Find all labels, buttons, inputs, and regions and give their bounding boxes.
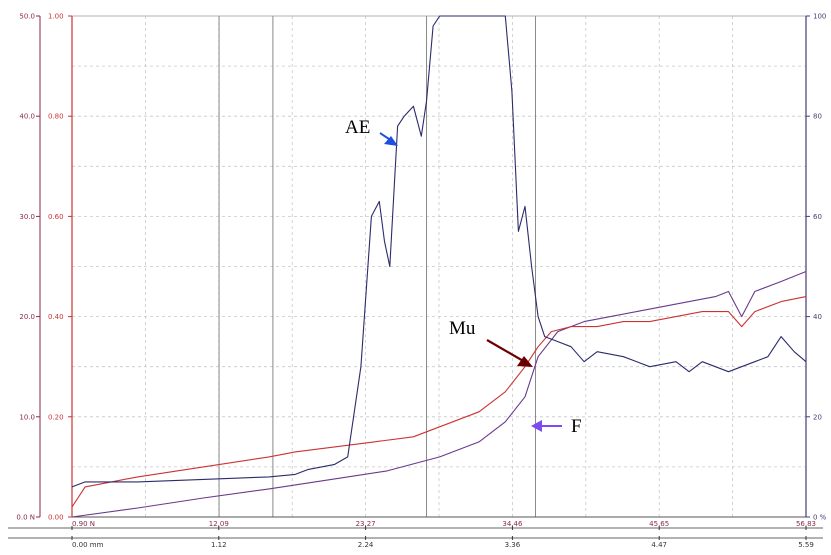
mu-series-line (71, 296, 807, 508)
f-series-line (71, 270, 807, 518)
mu-arrow (486, 339, 533, 367)
f-annotation-label: F (571, 416, 582, 437)
x-distance-tick-label: 1.12 (211, 541, 227, 549)
plot-frame (8, 15, 823, 539)
x-distance-tick-label: 3.36 (505, 541, 521, 549)
x-force-tick-label: 0.90 N (72, 520, 95, 528)
mu-annotation-label: Mu (449, 318, 476, 339)
force-tick-label: 0.0 N (16, 514, 35, 522)
x-force-tick-label: 34.46 (502, 520, 523, 528)
ae-tick-label: 80 (813, 113, 822, 121)
mu-tick-label: 0.60 (48, 213, 64, 221)
mu-tick-label: 0.00 (48, 514, 64, 522)
gridlines (72, 16, 806, 517)
force-tick-label: 20.0 (19, 313, 35, 321)
x-force-tick-label: 56.83 (796, 520, 816, 528)
force-tick-label: 10.0 (19, 413, 35, 421)
mu-tick-label: 1.00 (48, 13, 64, 21)
ae-tick-label: 0 % (813, 514, 827, 522)
force-tick-label: 50.0 (19, 13, 35, 21)
tick-labels: 0.0 N 10.0 20.0 30.0 40.0 50.0 0.00 0.20 0.40 0.6… (16, 13, 826, 550)
f-arrow (531, 420, 562, 432)
annotations: AE Mu F (345, 117, 582, 437)
vertical-markers (218, 16, 537, 517)
x-distance-tick-label: 2.24 (358, 541, 374, 549)
mu-tick-label: 0.80 (48, 113, 64, 121)
ae-tick-label: 20 (813, 413, 822, 421)
ae-tick-label: 60 (813, 213, 822, 221)
mu-tick-label: 0.40 (48, 313, 64, 321)
ae-series-line (71, 15, 807, 488)
force-tick-label: 40.0 (19, 113, 35, 121)
ae-annotation-label: AE (345, 117, 370, 138)
ae-tick-label: 40 (813, 313, 822, 321)
x-force-tick-label: 23.27 (356, 520, 376, 528)
x-distance-tick-label: 0.00 mm (72, 541, 104, 549)
x-distance-tick-label: 4.47 (651, 541, 667, 549)
x-force-tick-label: 12.09 (209, 520, 229, 528)
force-tick-label: 30.0 (19, 213, 35, 221)
ae-arrow (379, 132, 398, 146)
series-lines (71, 15, 807, 518)
mu-tick-label: 0.20 (48, 413, 64, 421)
ae-tick-label: 100 (813, 13, 826, 21)
x-distance-tick-label: 5.59 (798, 541, 814, 549)
x-force-tick-label: 45.65 (649, 520, 669, 528)
